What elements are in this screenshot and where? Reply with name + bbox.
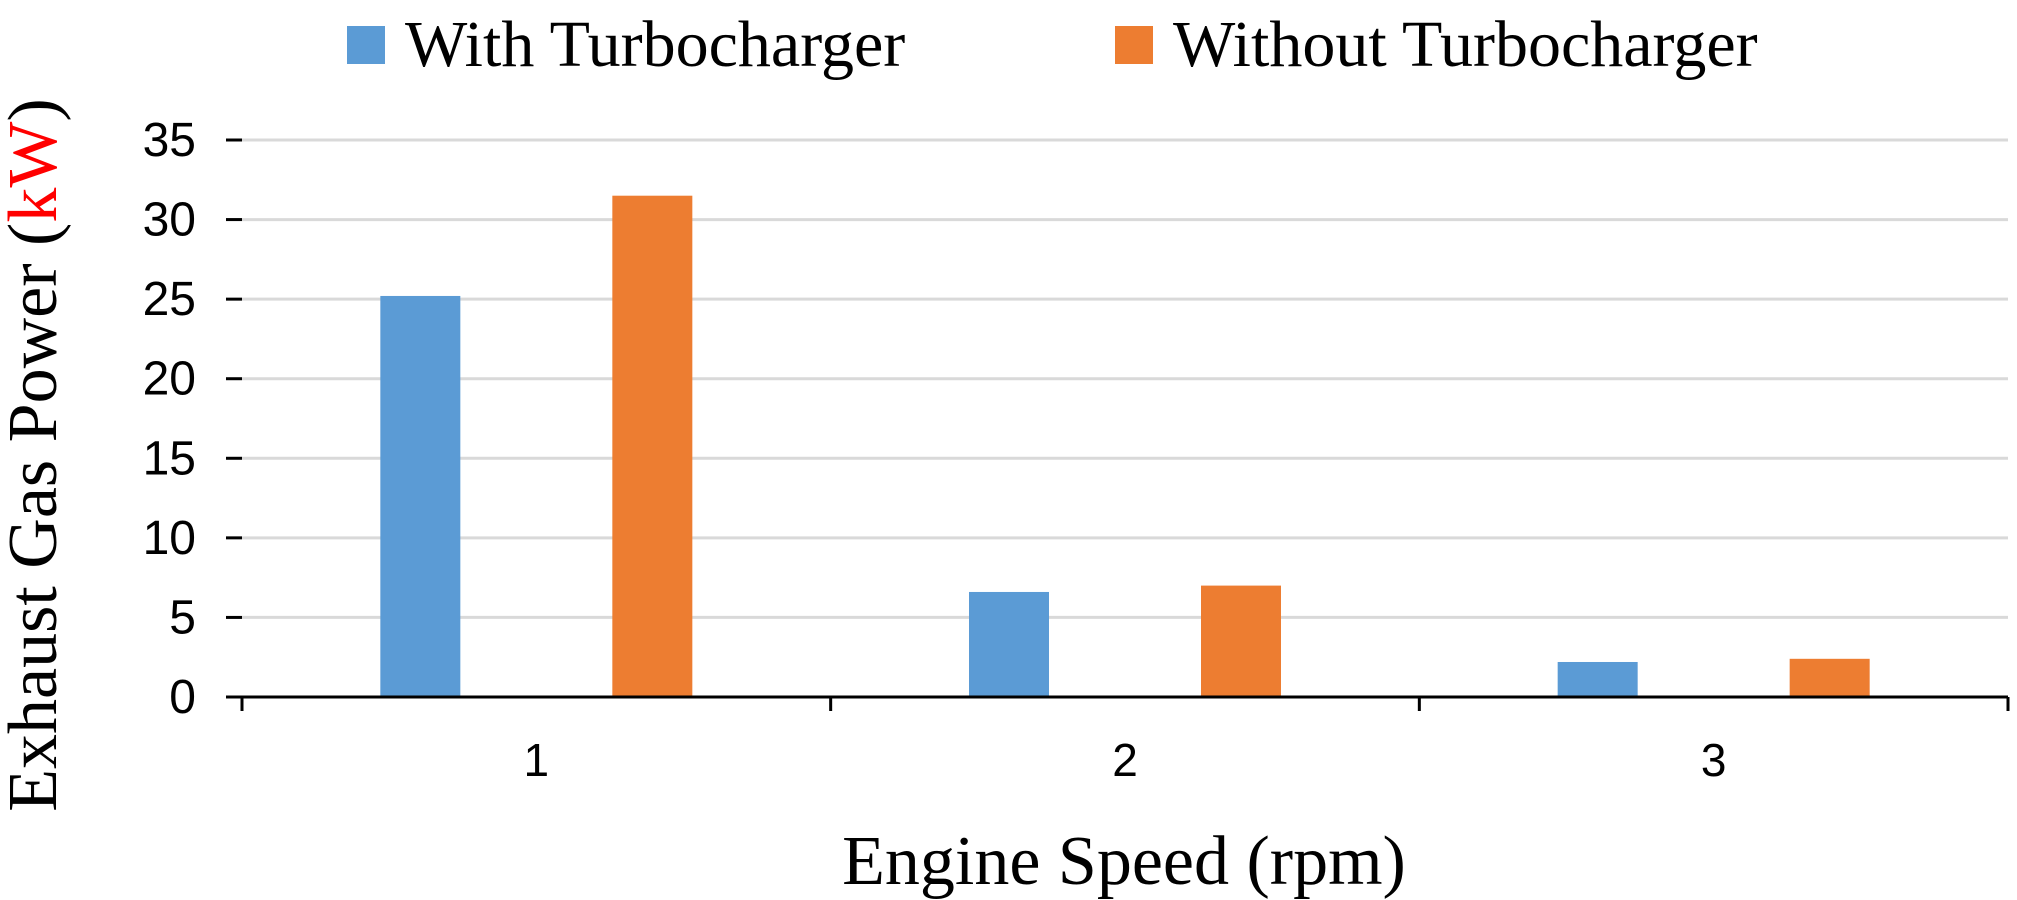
bar-without-turbocharger-3 <box>1789 658 1870 697</box>
y-tick-label-25: 25 <box>143 273 196 326</box>
y-tick-label-30: 30 <box>143 194 196 247</box>
x-axis-label: Engine Speed (rpm) <box>842 823 1406 900</box>
y-axis-label: Exhaust Gas Power (kW) <box>0 98 72 811</box>
legend-label-with-turbocharger: With Turbocharger <box>405 8 905 81</box>
legend-swatch-without-turbocharger <box>1115 26 1153 64</box>
y-tick-label-15: 15 <box>143 432 196 485</box>
y-axis-label-prefix: Exhaust Gas Power ( <box>0 223 72 812</box>
bars <box>380 195 1870 697</box>
bar-with-turbocharger-2 <box>969 591 1049 697</box>
legend: With Turbocharger Without Turbocharger <box>347 8 1758 81</box>
y-tick-label-0: 0 <box>169 671 196 724</box>
y-tick-label-5: 5 <box>169 591 196 644</box>
legend-swatch-with-turbocharger <box>347 26 385 64</box>
y-tick-label-10: 10 <box>143 512 196 565</box>
bar-with-turbocharger-3 <box>1557 661 1638 697</box>
gridlines <box>242 138 2008 619</box>
y-tick-label-20: 20 <box>143 353 196 406</box>
x-tick-label-2: 2 <box>1112 734 1138 786</box>
x-tick-labels: 1 2 3 <box>524 734 1727 786</box>
y-tick-label-35: 35 <box>143 114 196 167</box>
legend-label-without-turbocharger: Without Turbocharger <box>1173 8 1758 81</box>
x-tick-label-1: 1 <box>524 734 550 786</box>
axes <box>226 138 2010 711</box>
bar-without-turbocharger-1 <box>612 195 693 697</box>
bar-without-turbocharger-2 <box>1201 585 1281 697</box>
bar-with-turbocharger-1 <box>380 295 461 697</box>
y-tick-labels: 0 5 10 15 20 25 30 35 <box>143 114 196 724</box>
y-axis-label-unit: kW <box>0 122 72 223</box>
x-tick-label-3: 3 <box>1701 734 1727 786</box>
y-axis-label-suffix: ) <box>0 98 72 121</box>
